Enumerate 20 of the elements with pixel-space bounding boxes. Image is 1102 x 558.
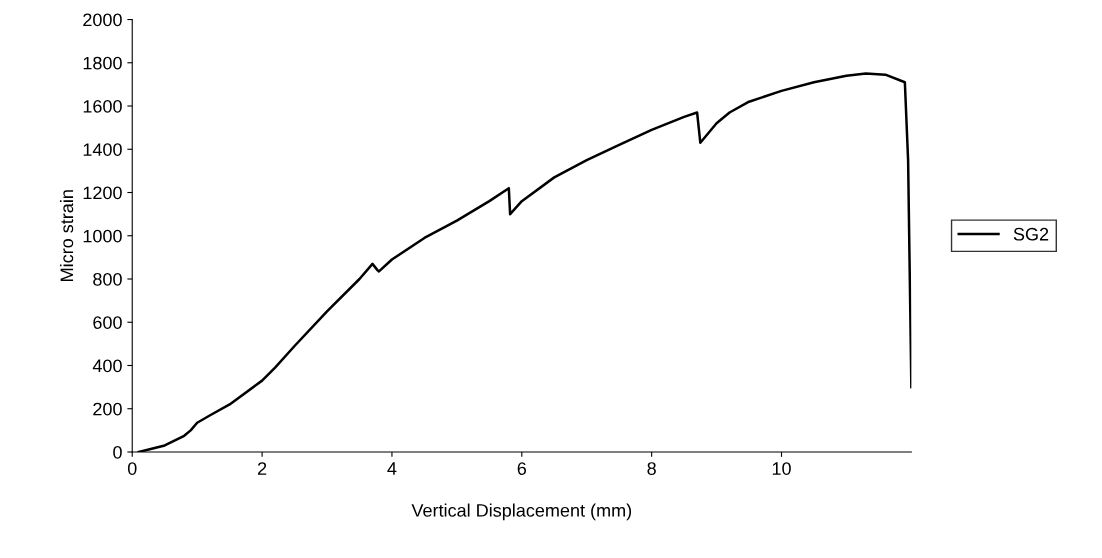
x-tick-label: 2 [257,462,267,475]
legend-label: SG2 [1013,227,1049,241]
y-tick-label: 200 [93,402,122,416]
y-tick-label: 1600 [83,99,122,113]
y-tick-label: 1000 [83,229,122,243]
y-tick-label: 400 [92,359,122,373]
x-tick-label: 8 [647,462,656,475]
x-tick-label: 10 [772,462,791,475]
y-axis-title: Micro strain [59,190,74,281]
x-tick-label: 4 [387,462,397,475]
x-tick-label: 6 [517,462,527,475]
x-tick-label: 0 [127,462,137,475]
y-tick-label: 1400 [83,143,122,156]
y-tick-label: 800 [93,272,122,286]
y-tick-label: 2000 [83,13,122,27]
y-tick-label: 1200 [83,186,122,200]
x-axis-title: Vertical Displacement (mm) [411,503,632,521]
y-tick-label: 1800 [83,56,122,70]
y-tick-label: 0 [113,445,122,459]
y-tick-label: 600 [93,316,122,329]
